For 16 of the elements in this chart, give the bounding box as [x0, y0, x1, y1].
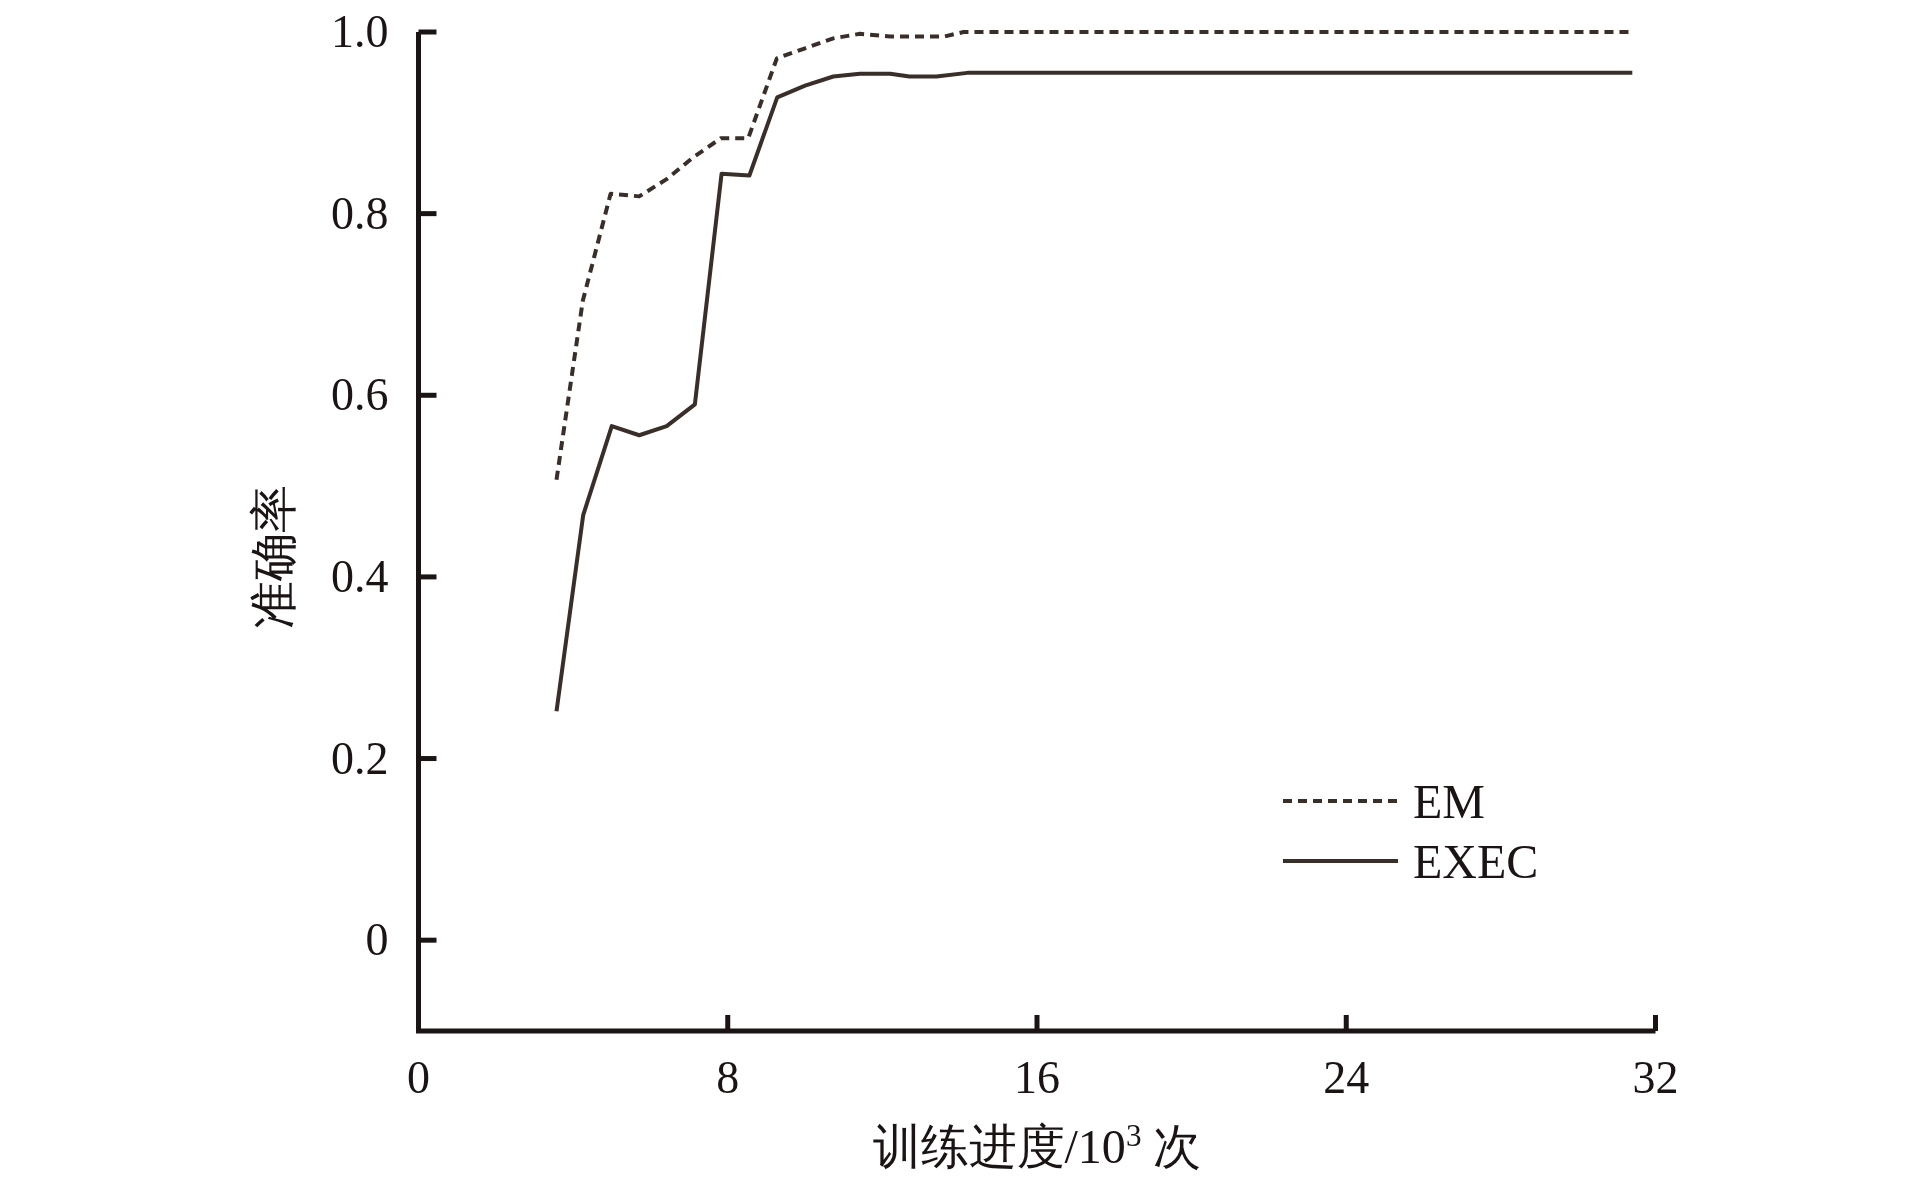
- legend-label: EM: [1413, 775, 1485, 828]
- y-tick-label: 0: [365, 914, 389, 966]
- line-series: [554, 70, 1635, 714]
- x-axis-title: 训练进度/10$^{3}$ 次: [872, 1117, 1202, 1173]
- x-tick-label: 8: [716, 1052, 740, 1103]
- x-tick-label: 0: [407, 1052, 430, 1103]
- x-tick-label: 32: [1632, 1052, 1679, 1103]
- x-tick-label: 16: [1014, 1052, 1060, 1103]
- y-axis-title: 准确率: [247, 484, 300, 629]
- y-tick-label: 1.0: [331, 6, 389, 57]
- y-tick-label: 0.8: [331, 187, 389, 239]
- x-tick-label: 24: [1323, 1052, 1370, 1103]
- y-tick-label: 0.2: [331, 732, 389, 784]
- legend-label: EXEC: [1413, 835, 1539, 888]
- y-tick-label: 0.6: [331, 369, 389, 421]
- y-tick-label: 0.4: [331, 550, 389, 602]
